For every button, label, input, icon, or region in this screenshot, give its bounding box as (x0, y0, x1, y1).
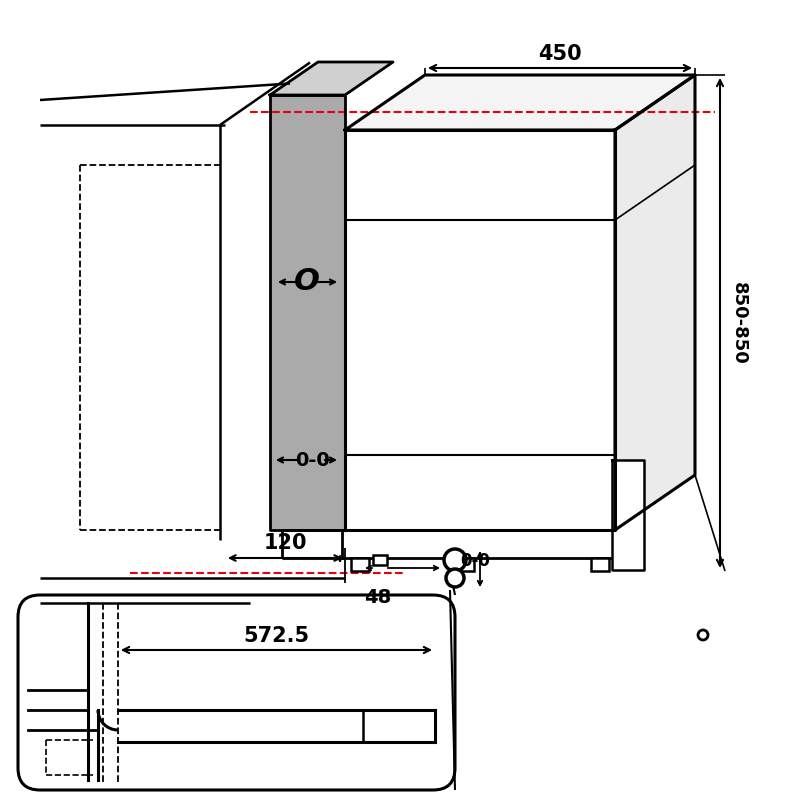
Polygon shape (345, 130, 615, 530)
Polygon shape (345, 75, 695, 130)
Polygon shape (615, 75, 695, 530)
FancyBboxPatch shape (18, 595, 455, 790)
Text: 120: 120 (263, 533, 306, 553)
Bar (373, 555, 387, 565)
Circle shape (444, 549, 466, 571)
Text: 450: 450 (538, 44, 582, 64)
Text: 850-850: 850-850 (730, 281, 748, 364)
Bar (456, 558, 474, 571)
Bar (591, 558, 609, 571)
Text: O: O (294, 268, 320, 297)
Circle shape (698, 630, 708, 640)
Text: 0-0: 0-0 (460, 552, 490, 570)
Bar (351, 558, 369, 571)
Text: 48: 48 (364, 588, 392, 607)
Text: 0-0: 0-0 (294, 451, 330, 470)
Text: 572.5: 572.5 (243, 626, 309, 646)
Polygon shape (270, 62, 393, 95)
Circle shape (446, 569, 464, 587)
Polygon shape (270, 95, 345, 530)
Polygon shape (612, 460, 644, 570)
